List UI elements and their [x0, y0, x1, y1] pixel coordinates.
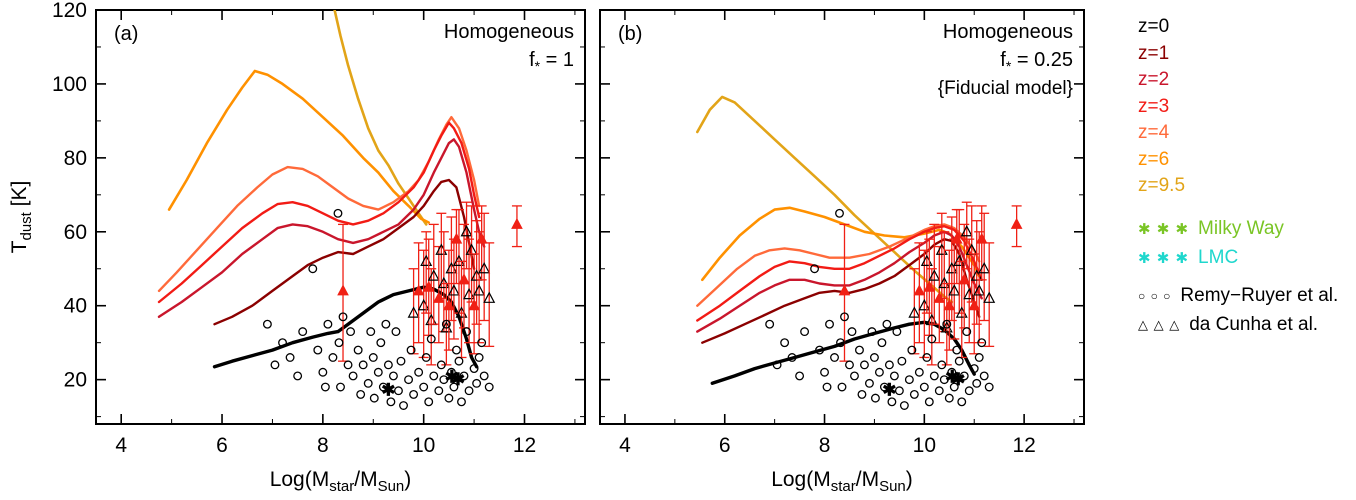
legend-item-remy-ruyer: ○ ○ ○ Remy−Ruyer et al.	[1138, 285, 1356, 307]
legend-item-lmc: ✱ ✱ ✱ LMC	[1138, 247, 1356, 269]
svg-text:120: 120	[52, 0, 87, 22]
y-axis-label: Tdust [K]	[8, 181, 35, 254]
model-curve-z=3	[157, 121, 481, 304]
legend-item-milky-way: ✱ ✱ ✱ Milky Way	[1138, 218, 1356, 240]
plot-area: ✱✱✱	[157, 10, 523, 410]
galaxy-star-markers: ✱✱✱	[882, 368, 965, 400]
legend-remy-ruyer-label: Remy−Ruyer et al.	[1180, 284, 1339, 306]
model-curve-z=1	[213, 178, 476, 326]
da-cunha-points	[838, 201, 1023, 366]
model-curve-z=4	[157, 115, 481, 293]
model-curve-z=9.5	[696, 95, 954, 304]
milky-way-star-marker: ✱	[951, 370, 965, 389]
star-icon: ✱ ✱ ✱	[1138, 249, 1190, 267]
panel-annotations: (b) Homogeneous f* = 0.25 {Fiducial model}	[618, 21, 1073, 99]
legend-item-da-cunha: △ △ △ da Cunha et al.	[1138, 314, 1356, 336]
x-axis-label: Log(Mstar/MSun)	[270, 468, 412, 495]
x-axis-label: Log(Mstar/MSun)	[771, 468, 913, 495]
lmc-star-marker: ✱	[882, 381, 896, 400]
legend-milky-way-label: Milky Way	[1198, 217, 1284, 239]
plot-area: ✱✱✱	[696, 95, 1023, 410]
milky-way-star-marker: ✱	[945, 368, 959, 387]
legend-marker-list: ✱ ✱ ✱ Milky Way ✱ ✱ ✱ LMC ○ ○ ○ Remy−Ruy…	[1138, 218, 1356, 336]
da-cunha-points	[337, 201, 523, 366]
model-curve-z=6	[167, 69, 431, 224]
svg-text:100: 100	[52, 73, 87, 96]
model-curve-z=2	[157, 138, 486, 318]
legend-z4-label: z=4	[1138, 122, 1170, 143]
svg-text:8: 8	[819, 434, 831, 457]
star-icon: ✱ ✱ ✱	[1138, 220, 1190, 238]
model-curve-z=0	[710, 320, 976, 385]
panel-fstar: f* = 1	[529, 49, 574, 74]
model-curve-z=4	[696, 223, 981, 307]
svg-text:8: 8	[317, 434, 329, 457]
remy-ruyer-points	[765, 208, 994, 410]
plot-frame	[599, 9, 1085, 425]
legend-da-cunha-label: da Cunha et al.	[1189, 313, 1319, 335]
legend-redshift-list: z=0 z=1 z=2 z=3 z=4 z=6 z=9.5	[1138, 14, 1356, 200]
svg-text:6: 6	[216, 434, 228, 457]
svg-text:4: 4	[619, 434, 631, 457]
panel-annotations: (a) Homogeneous f* = 1	[114, 21, 574, 74]
legend-z3-label: z=3	[1138, 95, 1170, 117]
svg-text:10: 10	[913, 434, 936, 457]
panel-a-chart: 4 6 8 10 12 20 40 60 80 100 120 Log(Mstar/MSun) Tdus…	[8, 0, 586, 495]
tick-labels: 4 6 8 10 12 Log(Mstar/MSun)	[619, 434, 1036, 495]
panel-note: {Fiducial model}	[938, 78, 1073, 99]
svg-text:10: 10	[412, 434, 435, 457]
legend-z9p5-label: z=9.5	[1138, 175, 1186, 196]
svg-text:6: 6	[719, 434, 731, 457]
panel-fstar: f* = 0.25	[1000, 49, 1073, 74]
axis-ticks	[600, 9, 1084, 424]
panel-heading: Homogeneous	[943, 21, 1073, 43]
legend-z1-label: z=1	[1138, 42, 1170, 64]
svg-text:60: 60	[64, 221, 87, 244]
legend-lmc-label: LMC	[1198, 246, 1239, 268]
svg-text:12: 12	[1012, 434, 1035, 457]
open-triangle-icon: △ △ △	[1138, 316, 1181, 332]
panel-tag: (b)	[618, 23, 642, 45]
model-curve-z=9.5	[333, 10, 428, 226]
svg-text:20: 20	[64, 369, 87, 392]
milky-way-star-marker: ✱	[445, 368, 459, 387]
svg-text:80: 80	[64, 147, 87, 170]
tick-labels: 4 6 8 10 12 20 40 60 80 100 120 Log(Mstar/MSun) Tdus…	[8, 0, 536, 495]
panel-tag: (a)	[114, 23, 138, 45]
legend-z0-label: z=0	[1138, 16, 1170, 37]
model-curve-z=3	[696, 224, 983, 322]
axis-ticks	[96, 9, 585, 424]
milky-way-star-marker: ✱	[451, 370, 465, 389]
svg-text:4: 4	[115, 434, 127, 457]
remy-ruyer-points	[262, 208, 494, 410]
panel-heading: Homogeneous	[444, 21, 574, 43]
open-circle-icon: ○ ○ ○	[1138, 288, 1172, 303]
svg-text:40: 40	[64, 295, 87, 318]
svg-text:12: 12	[513, 434, 536, 457]
lmc-star-marker: ✱	[381, 381, 395, 400]
galaxy-star-markers: ✱✱✱	[381, 368, 465, 400]
legend-z6-label: z=6	[1138, 148, 1170, 170]
chart-legend: z=0 z=1 z=2 z=3 z=4 z=6 z=9.5 ✱ ✱ ✱ Milk…	[1090, 0, 1356, 500]
legend-z2-label: z=2	[1138, 69, 1170, 90]
panel-b-chart: 4 6 8 10 12 Log(Mstar/MSun) (b) Homogeneous f* =…	[599, 9, 1085, 495]
plot-frame	[95, 9, 586, 425]
model-curve-z=0	[212, 285, 479, 369]
